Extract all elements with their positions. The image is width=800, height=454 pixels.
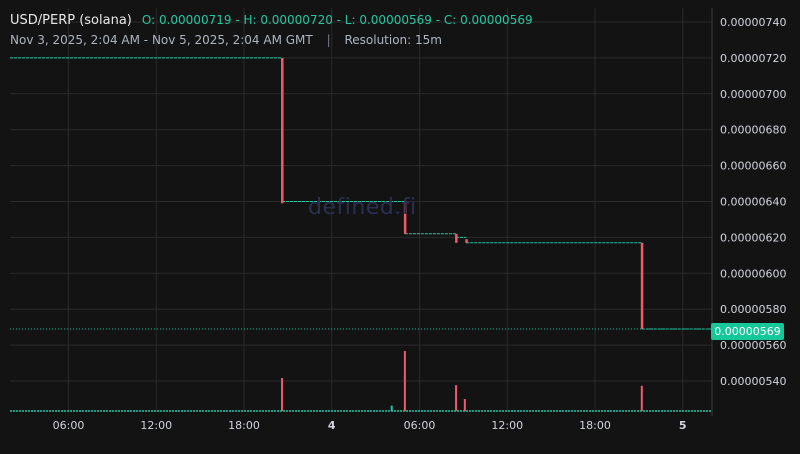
- volume-bar: [390, 405, 393, 411]
- x-tick-label: 5: [679, 419, 687, 432]
- date-range: Nov 3, 2025, 2:04 AM - Nov 5, 2025, 2:04…: [10, 33, 313, 47]
- chart-subtitle: Nov 3, 2025, 2:04 AM - Nov 5, 2025, 2:04…: [10, 33, 442, 47]
- y-tick-label: 0.00000660: [720, 160, 786, 173]
- x-tick-label: 18:00: [228, 419, 260, 432]
- volume-bar: [640, 385, 643, 411]
- last-price-tag: 0.00000569: [711, 323, 784, 340]
- x-tick-label: 12:00: [140, 419, 172, 432]
- chart-legend: USD/PERP (solana) O: 0.00000719 - H: 0.0…: [10, 12, 533, 28]
- y-tick-label: 0.00000680: [720, 124, 786, 137]
- y-tick-label: 0.00000580: [720, 303, 786, 316]
- x-tick-label: 06:00: [404, 419, 436, 432]
- y-tick-label: 0.00000560: [720, 339, 786, 352]
- y-tick-label: 0.00000740: [720, 16, 786, 29]
- y-tick-label: 0.00000720: [720, 52, 786, 65]
- resolution-label: Resolution: 15m: [344, 33, 442, 47]
- volume-bar: [403, 351, 406, 411]
- volume-bar: [455, 385, 458, 411]
- drop-candle: [640, 242, 644, 329]
- symbol-title: USD/PERP (solana): [10, 13, 132, 28]
- ohlc-values: O: 0.00000719 - H: 0.00000720 - L: 0.000…: [141, 13, 533, 27]
- watermark: defined.fi: [308, 195, 417, 220]
- x-tick-label: 18:00: [579, 419, 611, 432]
- y-tick-label: 0.00000640: [720, 196, 786, 209]
- y-tick-label: 0.00000620: [720, 231, 786, 244]
- volume-bar: [281, 378, 284, 411]
- drop-candle: [465, 239, 468, 243]
- drop-candle: [281, 57, 284, 204]
- volume-bar: [463, 399, 466, 411]
- y-tick-label: 0.00000600: [720, 267, 786, 280]
- x-tick-label: 12:00: [491, 419, 523, 432]
- y-tick-label: 0.00000540: [720, 375, 786, 388]
- drop-candle: [403, 201, 407, 234]
- drop-candle: [455, 233, 458, 243]
- x-tick-label: 06:00: [53, 419, 85, 432]
- y-tick-label: 0.00000700: [720, 88, 786, 101]
- subtitle-separator: |: [326, 33, 331, 47]
- x-tick-label: 4: [328, 419, 336, 432]
